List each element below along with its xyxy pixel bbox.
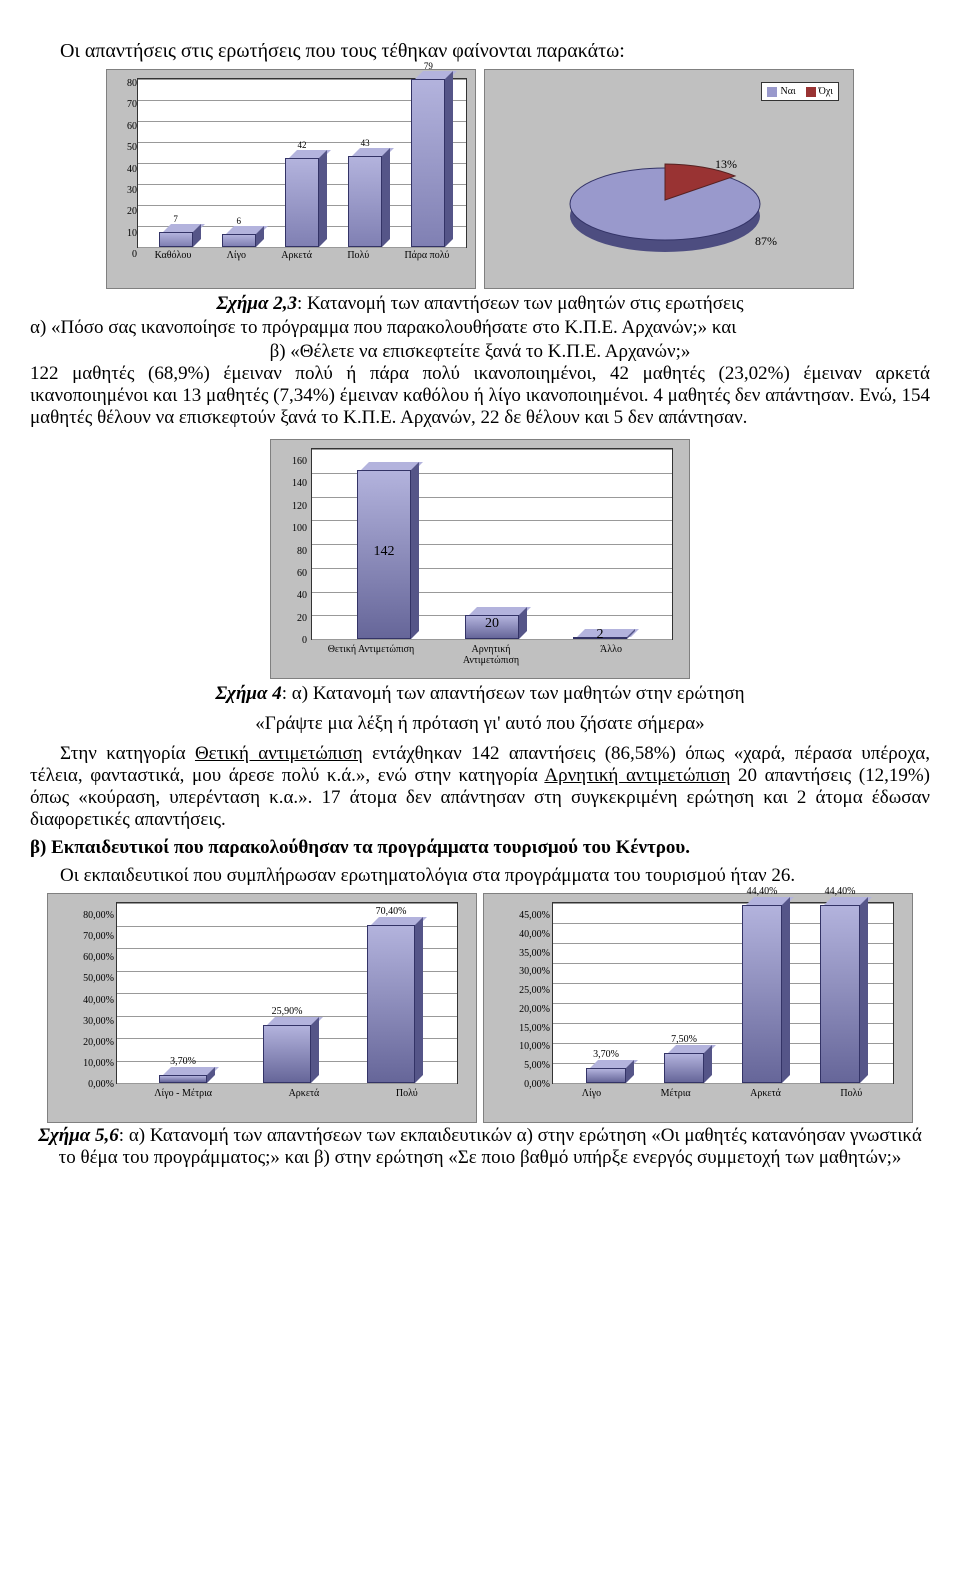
chart-4-wrap: 160140120100806040200 142 20 2 Θετική Αντι… xyxy=(30,439,930,679)
charts-5-6-row: 80,00%70,00%60,00%50,00%40,00%30,00%20,0… xyxy=(30,893,930,1123)
bars6-bar-0: 3,70% xyxy=(586,1068,626,1083)
caption-5-6: Σχήμα 5,6: α) Κατανομή των απαντήσεων τω… xyxy=(30,1125,930,1169)
chart5-xaxis: Λίγο - ΜέτριαΑρκετάΠολύ xyxy=(116,1088,456,1099)
chart-3-pie: ΝαιΌχι 13% 87% xyxy=(484,69,854,289)
chart4-yaxis: 160140120100806040200 xyxy=(277,456,307,646)
chart6-xaxis: ΛίγοΜέτριαΑρκετάΠολύ xyxy=(552,1088,892,1099)
bars6-bar-1: 7,50% xyxy=(664,1053,704,1083)
paragraph-1: 122 μαθητές (68,9%) έμειναν πολύ ή πάρα … xyxy=(30,363,930,429)
chart2-bar-1: 6 xyxy=(222,234,256,247)
paragraph-3-heading: β) Εκπαιδευτικοί που παρακολούθησαν τα π… xyxy=(30,837,930,859)
chart-5-bar: 80,00%70,00%60,00%50,00%40,00%30,00%20,0… xyxy=(47,893,477,1123)
chart4-bar-2: 2 xyxy=(573,637,627,639)
caption-4-line2: «Γράψτε μια λέξη ή πρόταση γι' αυτό που … xyxy=(30,713,930,735)
pie-label-87: 87% xyxy=(755,234,777,248)
charts-2-3-row: 80706050403020100 7 6 42 43 79 ΚαθόλουΛίγοΑρ… xyxy=(30,69,930,289)
chart4-plot: 142 20 2 xyxy=(311,448,673,640)
chart6-yaxis: 45,00%40,00%35,00%30,00%25,00%20,00%15,0… xyxy=(492,910,550,1090)
pie-graphic: 13% 87% xyxy=(545,150,785,260)
chart5-yaxis: 80,00%70,00%60,00%50,00%40,00%30,00%20,0… xyxy=(56,910,114,1090)
chart-6-bar: 45,00%40,00%35,00%30,00%25,00%20,00%15,0… xyxy=(483,893,913,1123)
paragraph-3-body: Οι εκπαιδευτικοί που συμπλήρωσαν ερωτημα… xyxy=(30,865,930,887)
chart2-bar-4: 79 xyxy=(411,79,445,247)
bars6-bar-3: 44,40% xyxy=(820,905,860,1083)
bars6-bar-2: 44,40% xyxy=(742,905,782,1083)
chart2-bar-0: 7 xyxy=(159,232,193,247)
intro-text: Οι απαντήσεις στις ερωτήσεις που τους τέ… xyxy=(30,40,930,63)
chart-2-bar: 80706050403020100 7 6 42 43 79 ΚαθόλουΛίγοΑρ… xyxy=(106,69,476,289)
chart6-plot: 3,70% 7,50% 44,40% 44,40% xyxy=(552,902,894,1084)
caption-2-3-line2: α) «Πόσο σας ικανοποίησε το πρόγραμμα πο… xyxy=(30,317,930,339)
page-root: Οι απαντήσεις στις ερωτήσεις που τους τέ… xyxy=(0,0,960,1208)
chart2-bar-2: 42 xyxy=(285,158,319,247)
chart4-xaxis: Θετική ΑντιμετώπισηΑρνητική Αντιμετώπιση… xyxy=(311,644,671,666)
caption-2-3-line1: Σχήμα 2,3: Κατανομή των απαντήσεων των μ… xyxy=(30,293,930,315)
bars5-bar-2: 70,40% xyxy=(367,925,415,1083)
chart2-plot: 7 6 42 43 79 xyxy=(137,78,467,248)
bars5-bar-0: 3,70% xyxy=(159,1075,207,1083)
pie-label-13: 13% xyxy=(715,157,737,171)
chart4-bar-1: 20 xyxy=(465,615,519,639)
chart2-yaxis: 80706050403020100 xyxy=(115,78,139,260)
chart-4-bar: 160140120100806040200 142 20 2 Θετική Αντι… xyxy=(270,439,690,679)
pie-legend: ΝαιΌχι xyxy=(761,82,839,101)
caption-2-3-line3: β) «Θέλετε να επισκεφτείτε ξανά το Κ.Π.Ε… xyxy=(30,341,930,363)
chart4-bar-0: 142 xyxy=(357,470,411,639)
bars5-bar-1: 25,90% xyxy=(263,1025,311,1083)
chart5-plot: 3,70% 25,90% 70,40% xyxy=(116,902,458,1084)
chart2-xaxis: ΚαθόλουΛίγοΑρκετάΠολύΠάρα πολύ xyxy=(137,250,467,261)
chart2-bar-3: 43 xyxy=(348,156,382,247)
paragraph-2: Στην κατηγορία Θετική αντιμετώπιση εντάχ… xyxy=(30,743,930,831)
caption-4-line1: Σχήμα 4: α) Κατανομή των απαντήσεων των … xyxy=(30,683,930,705)
